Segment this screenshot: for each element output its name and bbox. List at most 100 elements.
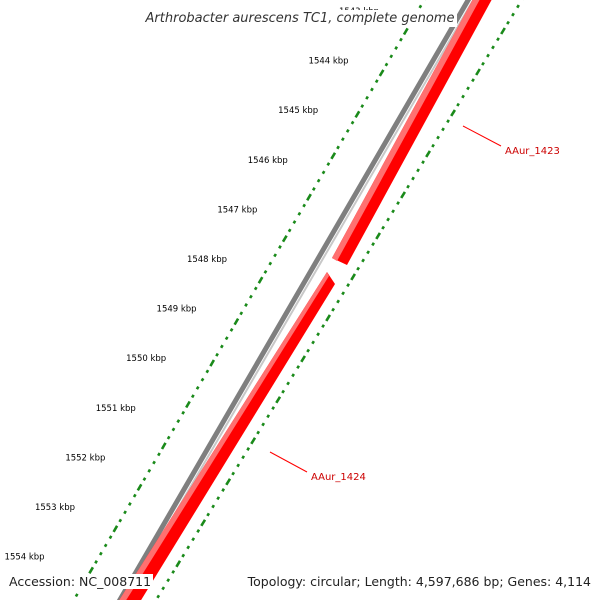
tick-mark (350, 120, 355, 125)
tick-mark (311, 187, 316, 191)
tick-mark (241, 455, 246, 460)
tick-mark (441, 127, 445, 132)
tick-mark (436, 135, 440, 140)
tick-mark (425, 150, 432, 158)
tick-mark (326, 162, 331, 167)
tick-mark (511, 12, 515, 17)
tick-mark (296, 365, 300, 370)
ruler-tick-label: 1548 kbp (187, 255, 227, 265)
tick-mark (253, 286, 258, 291)
tick-mark (281, 235, 288, 243)
tick-mark (306, 348, 310, 353)
tick-mark (370, 87, 374, 92)
tick-mark (160, 442, 167, 450)
tick-mark (381, 225, 386, 230)
tick-mark (406, 184, 410, 189)
tick-mark (496, 37, 500, 42)
tick-mark (356, 266, 361, 271)
tick-mark (311, 340, 315, 345)
tick-mark (123, 510, 127, 515)
tick-mark (446, 119, 450, 124)
tick-mark (268, 261, 273, 266)
tick-mark (400, 191, 407, 199)
tick-mark (147, 468, 152, 473)
tick-mark (321, 324, 325, 329)
tick-mark (166, 435, 171, 440)
tick-mark (231, 471, 236, 476)
tick-mark (256, 430, 261, 435)
tick-mark (416, 168, 420, 173)
tick-mark (257, 276, 264, 284)
ruler-tick-label: 1553 kbp (35, 503, 75, 513)
gene-arrow-highlight (119, 272, 329, 600)
ruler-tick-label: 1552 kbp (65, 453, 105, 463)
tick-mark (239, 311, 244, 316)
tick-mark (378, 69, 385, 77)
tick-mark (331, 307, 336, 312)
gene-label[interactable]: AAur_1424 (311, 472, 366, 483)
tick-mark (236, 463, 241, 468)
tick-mark (156, 594, 161, 599)
tick-mark (250, 437, 257, 445)
tick-mark (325, 314, 332, 322)
tick-mark (186, 545, 191, 550)
tick-mark (306, 193, 312, 201)
tick-mark (219, 344, 224, 349)
gene-arrow[interactable] (332, 0, 497, 265)
gene-arrow-highlight (332, 0, 480, 261)
tick-mark (171, 569, 176, 574)
tick-mark (136, 483, 143, 492)
gene-labels: AAur_1423 AAur_1424 (269, 125, 560, 483)
tick-mark (316, 178, 321, 183)
gene-label[interactable]: AAur_1423 (505, 146, 560, 157)
tick-mark (132, 493, 137, 498)
tick-mark (300, 355, 307, 363)
tick-mark (389, 54, 394, 59)
tick-mark (366, 250, 371, 255)
tick-mark (399, 37, 403, 42)
tick-mark (394, 46, 399, 50)
tick-mark (281, 389, 285, 394)
tick-mark (391, 209, 396, 214)
tick-mark (225, 478, 232, 486)
tick-mark (340, 137, 345, 142)
tick-mark (275, 396, 282, 404)
tick-mark (278, 245, 282, 249)
map-title-text: Arthrobacter aurescens TC1, complete gen… (142, 10, 458, 27)
tick-mark (181, 553, 186, 558)
tick-mark (350, 273, 357, 281)
tick-mark (166, 578, 171, 583)
tick-mark (475, 68, 481, 76)
tick-mark (205, 369, 210, 374)
ruler-tick-label: 1545 kbp (278, 106, 318, 116)
tick-mark (196, 529, 201, 533)
tick-mark (118, 518, 123, 523)
tick-mark (396, 201, 400, 206)
tick-mark (336, 299, 341, 304)
tick-mark (466, 86, 470, 91)
tick-mark (341, 291, 346, 296)
tick-mark (371, 242, 376, 247)
tick-mark (361, 258, 366, 263)
tick-mark (386, 217, 391, 222)
tick-mark (176, 419, 181, 424)
tick-mark (316, 332, 320, 337)
tick-mark (481, 61, 485, 66)
tick-mark (244, 303, 248, 307)
tick-mark (246, 447, 251, 451)
tick-mark (206, 512, 211, 517)
tick-mark (98, 551, 103, 556)
tick-mark (94, 560, 98, 564)
inner-tick-track (156, 0, 524, 599)
tick-mark (152, 460, 156, 465)
tick-mark (402, 27, 409, 36)
tick-mark (209, 359, 216, 367)
ruler-tick-label: 1554 kbp (5, 553, 45, 563)
ruler-tick-label: 1544 kbp (309, 57, 349, 67)
tick-mark (411, 176, 415, 181)
gene-label-leader (462, 125, 502, 147)
tick-mark (421, 160, 425, 165)
tick-mark (248, 294, 253, 299)
tick-mark (200, 519, 207, 527)
tick-mark (263, 269, 268, 274)
